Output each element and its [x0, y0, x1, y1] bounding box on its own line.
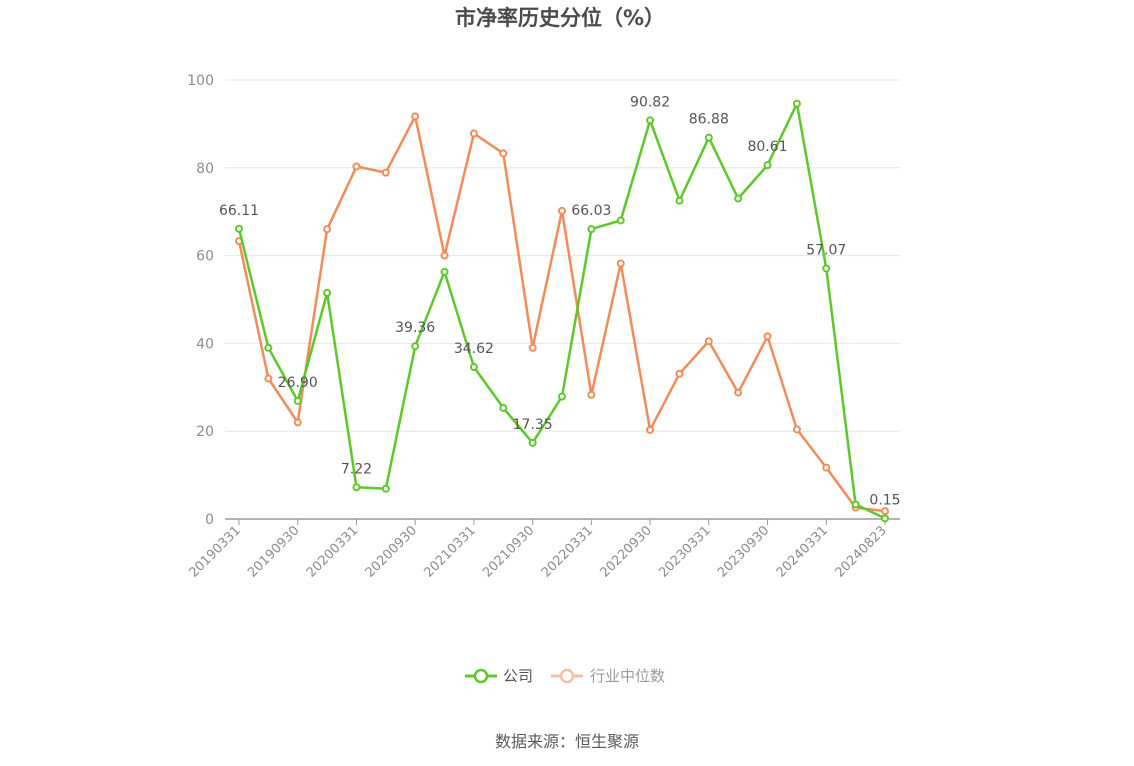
point-industry[interactable] [763, 332, 772, 341]
point-industry[interactable] [587, 390, 596, 399]
point-industry[interactable] [381, 168, 390, 177]
data-label-company: 0.15 [869, 492, 900, 508]
x-tick-label: 20240823 [832, 523, 889, 580]
y-tick-label: 60 [196, 249, 214, 265]
point-company[interactable] [734, 194, 743, 203]
point-industry[interactable] [558, 206, 566, 215]
point-company[interactable] [440, 267, 449, 276]
x-tick-label: 20220331 [539, 523, 596, 580]
point-company[interactable] [352, 483, 361, 492]
point-company[interactable] [763, 161, 772, 170]
point-company[interactable] [675, 196, 684, 205]
data-label-company: 57.07 [806, 242, 846, 258]
point-company[interactable] [851, 500, 860, 509]
point-industry[interactable] [704, 337, 713, 346]
legend-label-company: 公司 [503, 667, 533, 685]
point-industry[interactable] [528, 343, 537, 352]
data-label-company: 66.03 [571, 203, 611, 219]
point-company[interactable] [293, 396, 302, 405]
x-tick-label: 20200331 [304, 523, 361, 580]
point-company[interactable] [469, 363, 478, 372]
x-tick-label: 20230331 [656, 523, 713, 580]
point-industry[interactable] [469, 129, 478, 138]
point-company[interactable] [323, 288, 332, 297]
point-industry[interactable] [411, 112, 420, 121]
point-company[interactable] [499, 403, 508, 412]
x-tick-label: 20210331 [421, 523, 478, 580]
data-label-company: 80.61 [747, 139, 787, 155]
point-industry[interactable] [323, 225, 332, 234]
legend-item-company[interactable]: 公司 [465, 667, 533, 685]
data-labels: 66.11 26.90 7.22 39.36 34.62 17.35 66.03 90.82 8… [219, 94, 901, 508]
point-industry[interactable] [734, 388, 743, 397]
y-tick-label: 40 [196, 336, 214, 352]
point-industry[interactable] [675, 369, 684, 378]
point-industry[interactable] [264, 374, 273, 383]
x-tick-label: 20190930 [245, 523, 302, 580]
data-label-company: 90.82 [630, 94, 670, 110]
point-company[interactable] [646, 116, 655, 125]
x-tick-label: 20240331 [774, 523, 831, 580]
point-company[interactable] [411, 342, 420, 351]
data-label-company: 26.90 [278, 375, 318, 391]
point-industry[interactable] [499, 149, 508, 158]
series-line-industry [237, 115, 887, 513]
point-company[interactable] [381, 484, 390, 493]
point-company[interactable] [235, 224, 243, 233]
point-company[interactable] [587, 225, 596, 234]
point-company[interactable] [881, 514, 889, 523]
point-company[interactable] [616, 216, 625, 225]
point-company[interactable] [822, 264, 831, 273]
point-industry[interactable] [293, 418, 302, 427]
x-tick-label: 20230930 [715, 523, 772, 580]
point-industry[interactable] [440, 251, 449, 260]
legend-label-industry: 行业中位数 [590, 667, 665, 685]
data-label-company: 86.88 [689, 112, 729, 128]
point-company[interactable] [528, 438, 537, 447]
data-label-company: 66.11 [219, 203, 259, 219]
x-tick-label: 20190331 [186, 523, 243, 580]
data-label-company: 17.35 [513, 417, 553, 433]
y-tick-label: 80 [196, 161, 214, 177]
point-company[interactable] [558, 392, 566, 401]
chart-title: 市净率历史分位（%） [455, 6, 665, 30]
x-tick-label: 20210930 [480, 523, 537, 580]
legend-item-industry[interactable]: 行业中位数 [551, 667, 665, 685]
point-industry[interactable] [352, 162, 361, 171]
axes: 0 20 40 60 80 100 20190331 20190930 20200331 2020… [186, 73, 900, 581]
point-company[interactable] [792, 99, 801, 108]
series-line-company [237, 102, 887, 520]
x-tick-label: 20220930 [598, 523, 655, 580]
point-industry[interactable] [822, 463, 831, 472]
point-industry[interactable] [646, 425, 655, 434]
y-tick-label: 20 [196, 424, 214, 440]
source-note: 数据来源：恒生聚源 [495, 732, 639, 751]
point-industry[interactable] [881, 507, 889, 516]
grid-lines [225, 79, 900, 432]
point-company[interactable] [264, 343, 273, 352]
data-label-company: 34.62 [454, 341, 494, 357]
point-industry[interactable] [792, 425, 801, 434]
point-company[interactable] [704, 133, 713, 142]
series-lines [235, 99, 889, 523]
data-label-company: 39.36 [395, 320, 435, 336]
legend-marker-industry [559, 668, 575, 684]
y-tick-label: 100 [187, 73, 214, 89]
legend: 公司 行业中位数 [465, 667, 665, 685]
data-label-company: 7.22 [341, 461, 372, 477]
x-tick-label: 20200930 [363, 523, 420, 580]
point-industry[interactable] [616, 259, 625, 268]
y-tick-label: 0 [205, 512, 214, 528]
legend-marker-company [473, 668, 489, 684]
